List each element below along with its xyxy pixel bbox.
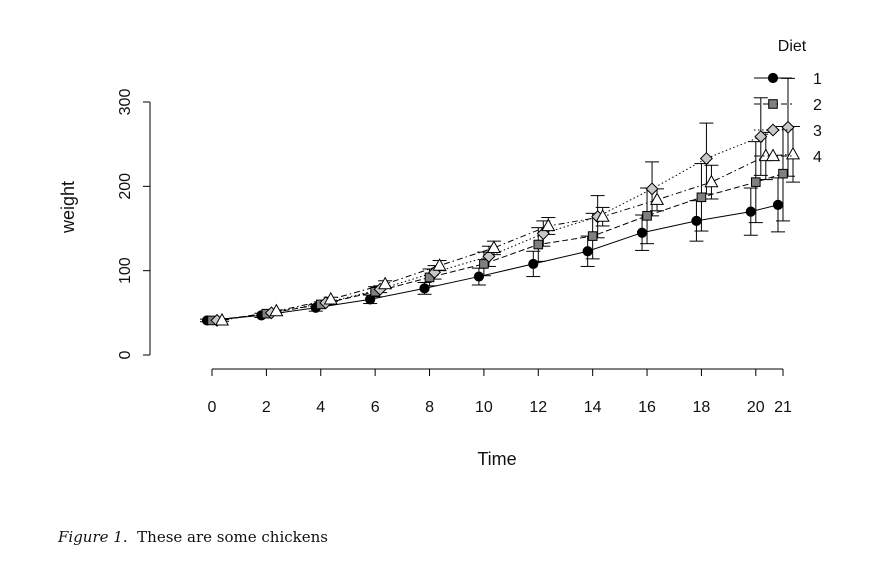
- legend-marker-1: [767, 72, 779, 84]
- x-tick-label: 8: [425, 399, 434, 416]
- series-2-point: [642, 211, 652, 221]
- x-tick-label: 10: [475, 399, 493, 416]
- x-tick-label: 6: [371, 399, 380, 416]
- series-3-point: [645, 182, 659, 196]
- series-1-point: [365, 294, 376, 305]
- series-1-point: [691, 215, 702, 227]
- series-4-point: [378, 276, 393, 290]
- y-axis-label: weight: [58, 181, 78, 234]
- series-3-point: [781, 120, 795, 134]
- series-4-point: [214, 312, 230, 326]
- legend-label-3: 3: [813, 123, 822, 140]
- series-1-point: [528, 258, 539, 270]
- y-tick-label: 100: [117, 257, 134, 284]
- x-tick-label: 18: [693, 399, 711, 416]
- legend-marker-4: [765, 148, 781, 162]
- series-4-point: [704, 174, 719, 188]
- series-4-point: [269, 303, 284, 317]
- y-tick-label: 300: [117, 89, 134, 116]
- figure-caption: Figure 1. These are some chickens: [58, 528, 328, 546]
- x-tick-label: 16: [638, 399, 656, 416]
- series-4-point: [541, 218, 556, 232]
- legend-title: Diet: [778, 38, 807, 55]
- legend-marker-3: [766, 123, 780, 137]
- caption-text: These are some chickens: [137, 528, 328, 546]
- series-4-point: [595, 209, 610, 222]
- x-axis-label: Time: [477, 449, 516, 469]
- series-1-point: [473, 271, 485, 282]
- series-1-line: [206, 204, 779, 321]
- series-2-point: [696, 192, 707, 203]
- series-4-point: [323, 291, 338, 305]
- legend: Diet 1 2 3 4: [754, 38, 822, 166]
- y-tick-label: 0: [117, 350, 134, 359]
- x-tick-label: 4: [316, 399, 325, 416]
- series-3-point: [699, 151, 713, 166]
- data-points: [201, 120, 801, 327]
- series-2-point: [778, 168, 788, 179]
- series-3-point: [754, 130, 768, 144]
- series-1-point: [772, 199, 784, 210]
- x-tick-label: 12: [529, 399, 547, 416]
- series-4-point: [649, 192, 665, 205]
- legend-label-2: 2: [813, 97, 822, 114]
- legend-label-4: 4: [813, 149, 822, 166]
- series-1-point: [636, 227, 648, 238]
- series-2-point: [587, 231, 598, 241]
- series-3-point: [482, 249, 496, 263]
- series-4-point: [785, 146, 801, 160]
- series-2-point: [533, 239, 544, 250]
- axes: 0 100 200 300 0 2 4 6 8 10 12 14 16 18 20 21: [117, 89, 792, 416]
- legend-label-1: 1: [813, 71, 822, 88]
- series-1-point: [419, 283, 430, 294]
- legend-marker-2: [768, 99, 778, 109]
- series-4-line: [221, 153, 794, 321]
- series-2-point: [479, 259, 489, 269]
- x-tick-label: 21: [774, 399, 792, 416]
- x-tick-label: 0: [208, 399, 217, 416]
- error-bars: [200, 77, 800, 323]
- x-tick-label: 14: [584, 399, 602, 416]
- series-4-point: [432, 258, 447, 271]
- figure-label: Figure 1: [58, 528, 123, 546]
- x-tick-label: 20: [747, 399, 765, 416]
- x-tick-label: 2: [262, 399, 271, 416]
- series-1-point: [745, 206, 756, 217]
- series-1-point: [582, 246, 593, 257]
- series-2-point: [751, 177, 761, 187]
- y-tick-label: 200: [117, 173, 134, 200]
- series-4-point: [486, 240, 501, 253]
- figure-label-separator: .: [122, 528, 128, 546]
